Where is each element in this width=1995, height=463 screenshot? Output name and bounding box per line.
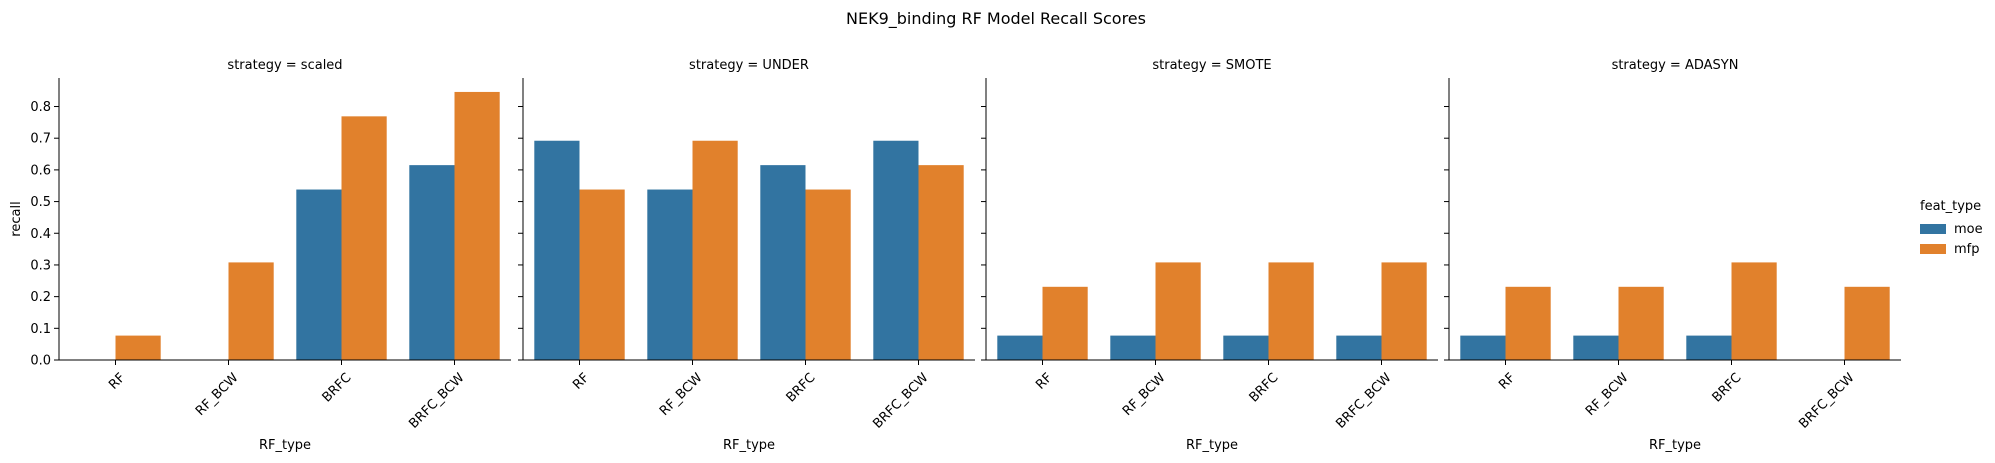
bar-moe-brfc-bcw [873,140,919,360]
y-tick-label: 0.7 [30,132,51,147]
x-tick-label: BRFC_BCW [1796,370,1857,431]
y-tick-label: 0.1 [30,322,51,337]
x-tick-label: RF [1496,370,1518,392]
bar-mfp-rf [1505,286,1551,360]
x-tick-label: RF_BCW [1583,370,1632,419]
bar-moe-brfc-bcw [409,165,455,360]
legend-label-moe: moe [1954,222,1983,237]
y-tick-label: 0.6 [30,163,51,178]
bar-moe-rf [997,335,1043,360]
bar-moe-brfc-bcw [1336,335,1382,360]
bar-moe-brfc [1223,335,1269,360]
facet-title: strategy = scaled [227,58,342,73]
y-tick-label: 0.2 [30,290,51,305]
bar-moe-rf-bcw [647,189,693,360]
bar-moe-rf-bcw [1110,335,1156,360]
facet-panel-0: strategy = scaled 0.0 0.1 0.2 0.3 0.4 0.5 0.6 0.… [30,58,511,453]
x-axis-title: RF_type [259,438,311,453]
y-tick-label: 0.5 [30,195,51,210]
x-tick-label: BRFC [1710,370,1745,405]
y-axis-title: recall [9,201,24,236]
facet-panel-1: strategy = UNDER RF RF_BCW BRFC BRFC_BCW RF_t… [518,58,975,453]
bar-mfp-brfc-bcw [454,91,500,360]
legend-label-mfp: mfp [1954,242,1980,257]
bar-mfp-brfc [1731,262,1777,360]
y-tick-label: 0.4 [30,227,51,242]
bar-mfp-brfc-bcw [1844,286,1890,360]
x-axis-title: RF_type [1649,438,1701,453]
x-tick-label: BRFC_BCW [870,370,931,431]
bar-moe-brfc [296,189,342,360]
bar-mfp-brfc-bcw [918,165,964,360]
facet-title: strategy = UNDER [689,58,809,73]
x-tick-label: BRFC_BCW [1333,370,1394,431]
x-tick-label: RF [570,370,592,392]
facets-layer: strategy = scaled 0.0 0.1 0.2 0.3 0.4 0.5 0.6 0.… [9,58,1901,453]
x-tick-label: BRFC [784,370,819,405]
bar-mfp-rf [579,189,625,360]
x-tick-label: BRFC [1247,370,1282,405]
x-tick-label: RF_BCW [1120,370,1169,419]
x-tick-label: RF [1033,370,1055,392]
bar-mfp-rf-bcw [1155,262,1201,360]
x-axis-title: RF_type [1186,438,1238,453]
bar-mfp-rf-bcw [1618,286,1664,360]
bar-mfp-rf-bcw [228,262,274,360]
facet-title: strategy = SMOTE [1152,58,1271,73]
chart-title: NEK9_binding RF Model Recall Scores [846,9,1146,29]
bar-mfp-brfc [1268,262,1314,360]
x-tick-label: RF_BCW [193,370,242,419]
bar-mfp-brfc [341,116,387,360]
bar-moe-brfc [760,165,806,360]
bar-mfp-brfc-bcw [1381,262,1427,360]
x-tick-label: BRFC [320,370,355,405]
legend-swatch-moe [1920,224,1946,234]
legend-swatch-mfp [1920,244,1946,254]
facet-panel-2: strategy = SMOTE RF RF_BCW BRFC BRFC_BCW RF_t… [981,58,1438,453]
bar-mfp-rf [115,335,161,360]
bar-moe-brfc [1686,335,1732,360]
facet-title: strategy = ADASYN [1612,58,1739,73]
y-tick-label: 0.0 [30,354,51,369]
bar-mfp-rf [1042,286,1088,360]
x-tick-label: RF [106,370,128,392]
facet-panel-3: strategy = ADASYN RF RF_BCW BRFC BRFC_BCW RF_… [1444,58,1901,453]
x-tick-label: RF_BCW [657,370,706,419]
y-tick-label: 0.3 [30,258,51,273]
legend-title: feat_type [1920,199,1981,214]
bar-moe-rf-bcw [1573,335,1619,360]
x-axis-title: RF_type [723,438,775,453]
bar-mfp-rf-bcw [692,140,738,360]
bar-moe-rf [534,140,580,360]
bar-moe-rf [1460,335,1506,360]
bar-mfp-brfc [805,189,851,360]
x-tick-label: BRFC_BCW [406,370,467,431]
y-tick-label: 0.8 [30,100,51,115]
